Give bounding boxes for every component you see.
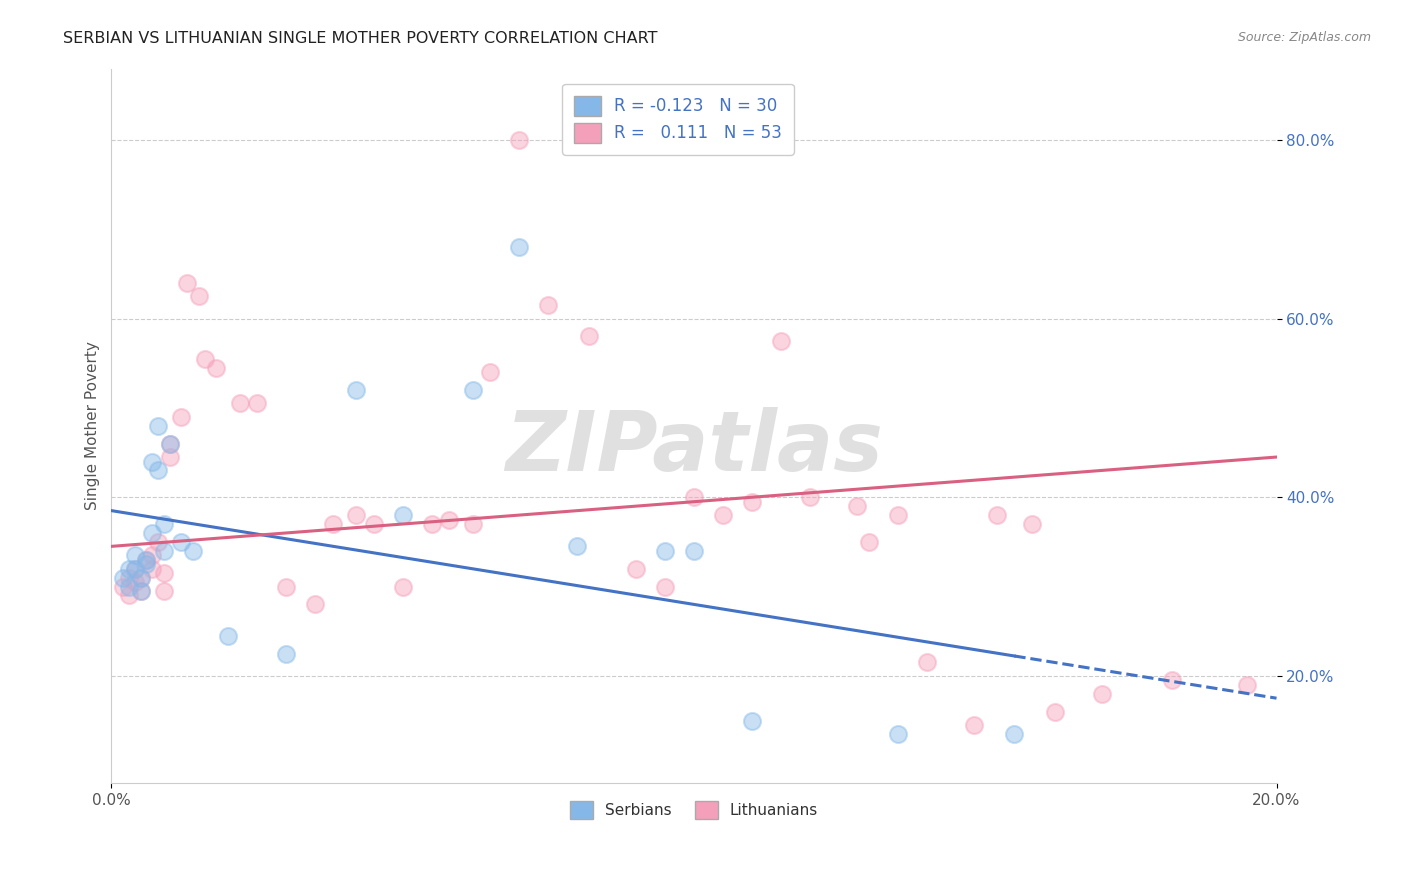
Point	[141, 525, 163, 540]
Point	[304, 598, 326, 612]
Point	[276, 580, 298, 594]
Point	[181, 544, 204, 558]
Point	[153, 566, 176, 581]
Point	[344, 383, 367, 397]
Point	[146, 418, 169, 433]
Point	[118, 580, 141, 594]
Point	[887, 727, 910, 741]
Point	[124, 562, 146, 576]
Text: SERBIAN VS LITHUANIAN SINGLE MOTHER POVERTY CORRELATION CHART: SERBIAN VS LITHUANIAN SINGLE MOTHER POVE…	[63, 31, 658, 46]
Point	[159, 436, 181, 450]
Point	[1002, 727, 1025, 741]
Point	[129, 571, 152, 585]
Point	[363, 516, 385, 531]
Point	[1021, 516, 1043, 531]
Point	[567, 540, 589, 554]
Point	[391, 580, 413, 594]
Point	[887, 508, 910, 522]
Point	[420, 516, 443, 531]
Point	[205, 360, 228, 375]
Text: ZIPatlas: ZIPatlas	[505, 407, 883, 488]
Point	[683, 544, 706, 558]
Point	[654, 580, 676, 594]
Point	[711, 508, 734, 522]
Point	[508, 133, 530, 147]
Point	[1236, 678, 1258, 692]
Point	[135, 558, 157, 572]
Point	[146, 463, 169, 477]
Point	[537, 298, 560, 312]
Point	[118, 571, 141, 585]
Point	[322, 516, 344, 531]
Point	[461, 383, 484, 397]
Point	[129, 571, 152, 585]
Point	[461, 516, 484, 531]
Point	[170, 409, 193, 424]
Point	[129, 584, 152, 599]
Point	[176, 276, 198, 290]
Point	[153, 544, 176, 558]
Point	[276, 647, 298, 661]
Point	[129, 584, 152, 599]
Point	[683, 490, 706, 504]
Point	[135, 553, 157, 567]
Point	[624, 562, 647, 576]
Point	[391, 508, 413, 522]
Point	[1160, 673, 1182, 688]
Point	[986, 508, 1008, 522]
Point	[915, 656, 938, 670]
Point	[344, 508, 367, 522]
Point	[578, 329, 600, 343]
Point	[439, 512, 461, 526]
Point	[799, 490, 821, 504]
Point	[170, 534, 193, 549]
Point	[654, 544, 676, 558]
Point	[141, 562, 163, 576]
Point	[217, 629, 239, 643]
Point	[124, 562, 146, 576]
Point	[112, 571, 135, 585]
Point	[118, 562, 141, 576]
Point	[1043, 705, 1066, 719]
Point	[508, 240, 530, 254]
Point	[153, 584, 176, 599]
Point	[1091, 687, 1114, 701]
Text: Source: ZipAtlas.com: Source: ZipAtlas.com	[1237, 31, 1371, 45]
Point	[141, 549, 163, 563]
Point	[858, 534, 880, 549]
Point	[141, 454, 163, 468]
Point	[118, 589, 141, 603]
Point	[153, 516, 176, 531]
Point	[187, 289, 209, 303]
Y-axis label: Single Mother Poverty: Single Mother Poverty	[86, 342, 100, 510]
Point	[135, 553, 157, 567]
Point	[112, 580, 135, 594]
Point	[741, 494, 763, 508]
Point	[228, 396, 250, 410]
Point	[770, 334, 793, 348]
Point	[194, 351, 217, 366]
Point	[479, 365, 502, 379]
Point	[846, 499, 869, 513]
Point	[962, 718, 984, 732]
Point	[124, 575, 146, 590]
Point	[124, 549, 146, 563]
Point	[159, 450, 181, 464]
Point	[246, 396, 269, 410]
Legend: Serbians, Lithuanians: Serbians, Lithuanians	[564, 795, 824, 825]
Point	[146, 534, 169, 549]
Point	[159, 436, 181, 450]
Point	[741, 714, 763, 728]
